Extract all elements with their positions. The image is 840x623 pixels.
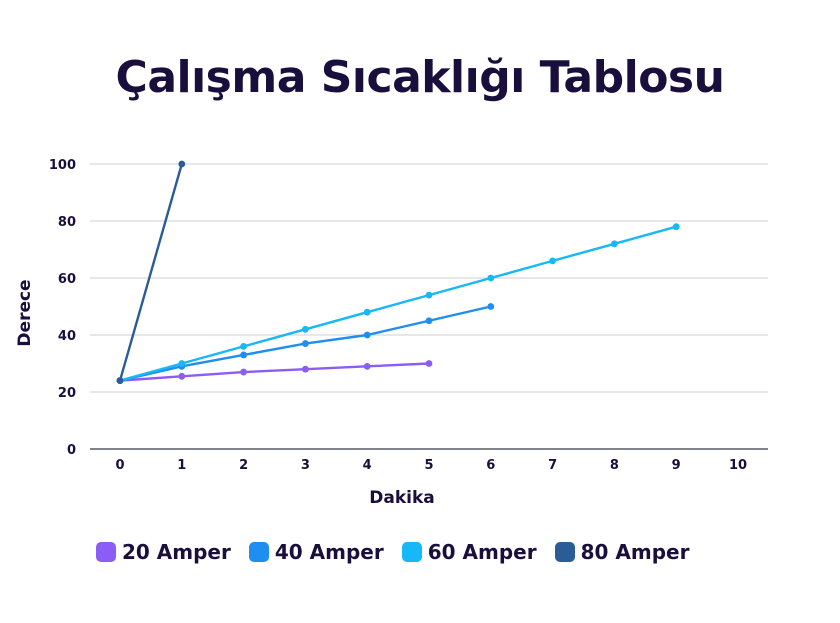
series-line [119,225,677,382]
legend-label: 20 Amper [122,540,231,564]
data-point [178,372,186,380]
y-tick-label: 60 [58,272,76,287]
legend-swatch [401,542,422,562]
legend-label: 60 Amper [427,540,537,564]
y-axis-label: Derece [15,279,35,346]
x-tick-label: 0 [115,458,124,473]
data-point [363,362,371,370]
data-point [487,274,495,282]
data-point [425,291,433,299]
legend-item: 40 Amper [248,540,384,564]
series-lines [116,160,680,384]
data-point [672,223,680,231]
legend-label: 80 Amper [580,540,690,564]
series-line [118,163,183,381]
data-point [302,365,309,373]
data-point [549,257,556,265]
data-point [363,331,371,339]
y-tick-label: 80 [58,215,76,230]
chart-title: Çalışma Sıcaklığı Tablosu [115,52,725,103]
legend: 20 Amper 40 Amper 60 Amper 80 Amper [96,540,707,564]
data-point [116,377,124,384]
x-tick-label: 1 [177,458,186,473]
x-tick-label: 9 [672,458,681,473]
legend-swatch [554,542,575,562]
legend-item: 80 Amper [554,540,690,564]
data-point [487,303,495,310]
legend-item: 20 Amper [96,540,231,564]
x-tick-label: 8 [610,458,619,473]
series-line [119,362,430,382]
x-tick-label: 6 [486,458,495,473]
legend-label: 40 Amper [274,540,384,564]
y-tick-label: 20 [58,386,76,401]
data-point [363,308,371,316]
x-tick-label: 4 [363,458,372,473]
legend-item: 60 Amper [401,540,537,564]
legend-swatch [248,542,269,562]
x-tick-label: 3 [301,458,310,473]
y-tick-label: 40 [58,329,76,344]
legend-swatch [96,542,116,562]
x-tick-label: 2 [239,458,248,473]
x-tick-label: 10 [729,458,747,473]
data-point [240,368,248,376]
data-point [302,340,309,347]
grid-lines [90,163,768,393]
series-2 [116,223,680,384]
data-point [178,160,186,168]
y-tick-label: 0 [67,443,76,458]
data-point [425,317,433,325]
data-point [240,351,248,359]
data-point [611,240,618,248]
series-3 [116,160,186,384]
x-axis-label: Dakika [369,488,435,508]
y-tick-label: 100 [49,158,76,173]
series-0 [116,360,433,384]
data-point [178,360,186,367]
x-tick-label: 7 [548,458,557,473]
data-point [425,360,433,367]
data-point [302,325,309,333]
axes: 0 20 40 60 80 100 0 1 2 3 4 5 6 7 8 9 10 [49,158,768,473]
x-tick-label: 5 [424,458,433,473]
data-point [240,343,248,350]
